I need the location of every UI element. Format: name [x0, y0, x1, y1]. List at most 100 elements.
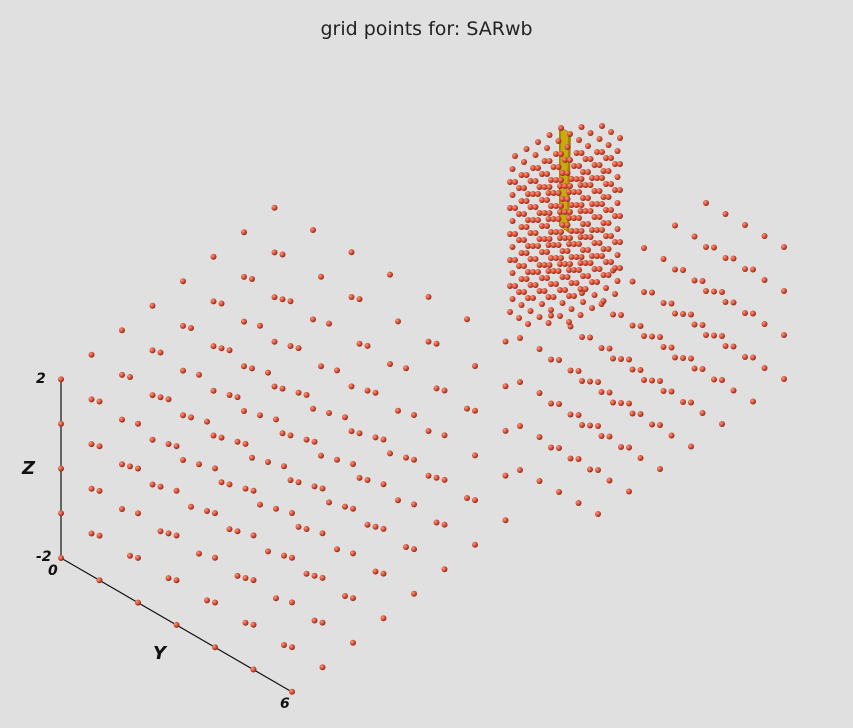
grid-point — [165, 396, 172, 403]
grid-point — [629, 322, 636, 329]
grid-point — [781, 288, 787, 294]
grid-point — [273, 505, 279, 512]
grid-point — [562, 157, 568, 163]
grid-point — [279, 385, 286, 392]
grid-point — [119, 371, 125, 378]
grid-point — [348, 383, 355, 390]
grid-point — [536, 346, 543, 352]
grid-point — [610, 355, 616, 362]
grid-point — [576, 163, 582, 169]
grid-point — [509, 296, 516, 302]
grid-point — [234, 394, 241, 401]
grid-point — [614, 226, 621, 232]
grid-point — [657, 422, 663, 428]
grid-point — [573, 228, 580, 234]
grid-point — [626, 356, 632, 363]
grid-point — [579, 422, 585, 428]
grid-point — [58, 510, 64, 517]
grid-point — [512, 153, 518, 159]
grid-point — [553, 177, 559, 183]
grid-point — [730, 255, 737, 262]
grid-point — [88, 485, 95, 492]
grid-point — [319, 619, 326, 626]
grid-point — [688, 399, 694, 406]
grid-point — [585, 247, 591, 253]
grid-point — [557, 313, 563, 319]
grid-point — [210, 298, 217, 305]
grid-point — [525, 269, 531, 275]
grid-point — [641, 377, 647, 383]
grid-point — [532, 178, 539, 184]
grid-point — [637, 323, 644, 329]
grid-point — [591, 214, 598, 220]
grid-point — [576, 241, 582, 247]
grid-point — [722, 255, 729, 261]
grid-point — [618, 444, 624, 450]
grid-point — [196, 461, 202, 468]
grid-point — [271, 204, 278, 211]
grid-point — [523, 250, 530, 256]
grid-point — [88, 396, 95, 403]
grid-point — [680, 399, 686, 405]
grid-point — [603, 259, 609, 265]
grid-point — [626, 444, 632, 451]
grid-point — [279, 430, 286, 437]
grid-point — [589, 175, 595, 181]
grid-point — [598, 389, 605, 395]
grid-point — [595, 467, 601, 473]
grid-point — [555, 190, 562, 196]
grid-point — [722, 343, 729, 349]
grid-point — [711, 376, 717, 383]
grid-point — [536, 390, 543, 396]
grid-point — [553, 151, 559, 157]
grid-point — [196, 371, 202, 378]
grid-point — [575, 456, 582, 462]
grid-point — [558, 229, 564, 235]
grid-point — [591, 162, 598, 168]
grid-point — [135, 420, 141, 427]
grid-point — [672, 266, 678, 273]
grid-point — [226, 481, 233, 488]
z-axis-min-tick: -2 — [36, 549, 52, 565]
grid-point — [582, 286, 589, 292]
grid-point — [617, 213, 623, 219]
y-axis-max-tick: 6 — [280, 696, 290, 712]
grid-point — [649, 377, 655, 384]
grid-point — [212, 510, 218, 517]
grid-point — [403, 544, 409, 550]
grid-point — [523, 224, 530, 230]
grid-point — [626, 488, 632, 495]
grid-point — [521, 185, 527, 191]
grid-point — [249, 454, 255, 461]
grid-point — [411, 590, 417, 597]
grid-point — [96, 443, 103, 450]
grid-point — [559, 248, 566, 254]
grid-point — [614, 148, 621, 154]
grid-point — [629, 366, 636, 373]
grid-point — [578, 150, 585, 156]
grid-point — [559, 222, 566, 228]
grid-point — [271, 383, 278, 390]
grid-point — [273, 416, 279, 423]
grid-point — [730, 343, 737, 350]
grid-point — [660, 256, 667, 262]
grid-point — [580, 221, 586, 227]
grid-point — [536, 262, 543, 268]
grid-point — [536, 434, 543, 440]
grid-point — [509, 218, 516, 224]
grid-point — [433, 385, 440, 392]
grid-point — [580, 247, 586, 253]
grid-point — [518, 302, 525, 308]
grid-point — [608, 181, 614, 187]
grid-point — [582, 260, 589, 266]
grid-point — [350, 639, 356, 646]
grid-point — [567, 131, 573, 137]
grid-point — [541, 210, 548, 216]
grid-point — [516, 289, 522, 295]
grid-point — [234, 438, 241, 445]
grid-point — [587, 378, 593, 385]
grid-point — [265, 369, 271, 376]
grid-point — [548, 312, 554, 319]
